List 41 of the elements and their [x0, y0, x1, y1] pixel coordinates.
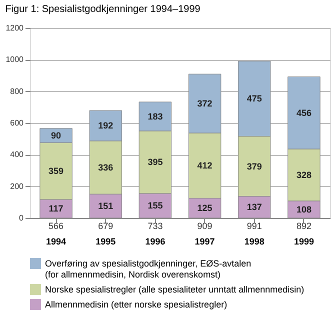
total-label: 892: [296, 221, 312, 231]
x-tick-label: 1995: [96, 236, 116, 246]
data-label: 90: [51, 130, 62, 141]
data-label: 372: [197, 98, 212, 109]
y-tick-label: 1000: [6, 55, 24, 64]
x-tick-label: 1997: [194, 236, 215, 246]
legend-label: Norske spesialistregler (alle spesialiteter unntatt allmennmedisin): [45, 284, 304, 294]
data-label: 117: [48, 204, 64, 214]
total-label: 909: [197, 221, 212, 231]
data-label: 108: [296, 204, 312, 214]
total-label: 566: [48, 221, 64, 231]
data-label: 155: [148, 200, 163, 211]
legend-label: Overføring av spesialistgodkjenninger, EØS-avtalen (for allmennmedisin, Nordisk overenskomst): [45, 258, 252, 280]
x-tick-label: 1996: [145, 236, 166, 246]
data-label: 151: [98, 201, 114, 212]
data-label: 475: [246, 94, 262, 104]
x-tick-label: 1999: [294, 236, 314, 246]
y-tick-label: 800: [10, 86, 24, 96]
y-tick-label: 200: [10, 182, 24, 191]
total-label: 679: [98, 221, 114, 231]
data-label: 336: [98, 162, 114, 172]
data-label: 328: [296, 170, 312, 180]
y-tick-label: 1200: [6, 24, 24, 32]
total-label: 991: [246, 221, 262, 231]
total-label: 733: [148, 221, 163, 231]
data-label: 379: [246, 161, 262, 172]
data-label: 125: [197, 203, 212, 214]
data-label: 395: [148, 157, 163, 168]
y-tick-label: 600: [10, 118, 24, 128]
data-label: 183: [148, 111, 163, 122]
data-label: 456: [296, 108, 312, 118]
data-label: 137: [246, 202, 262, 212]
data-label: 192: [98, 120, 114, 131]
y-tick-label: 400: [10, 150, 24, 160]
legend-label: Allmennmedisin (etter norske spesialistregler): [45, 300, 228, 310]
data-label: 359: [48, 166, 64, 176]
x-tick-label: 1998: [244, 236, 264, 246]
x-tick-label: 1994: [46, 236, 66, 246]
data-label: 412: [197, 160, 212, 171]
y-tick-label: 0: [19, 214, 24, 222]
chart-title: Figur 1: Spesialistgodkjenninger 1994–1999: [5, 4, 201, 15]
